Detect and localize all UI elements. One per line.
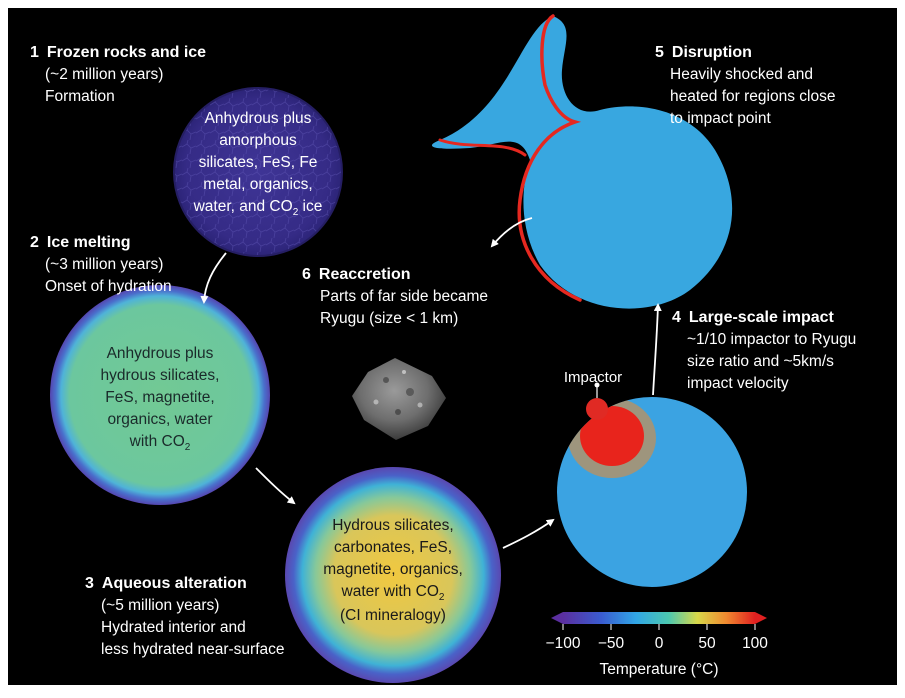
colorbar-tick-label: −100 (546, 635, 581, 652)
step1-label: 1 Frozen rocks and ice (~2 million years)… (30, 44, 206, 105)
step3-line: Hydrated interior and (101, 619, 246, 636)
step5-line: to impact point (670, 110, 771, 127)
colorbar-tick-label: −50 (598, 635, 625, 652)
arrow-2-to-3 (255, 467, 296, 505)
step3-line: less hydrated near-surface (101, 641, 285, 658)
stage3-composition-line: (CI mineralogy) (340, 607, 446, 624)
cycle-arrows (200, 217, 662, 549)
stage2-composition-line: FeS, magnetite, (105, 389, 214, 406)
step3-line: (~5 million years) (101, 597, 219, 614)
impactor-leader-dot (594, 382, 600, 388)
step4-line: impact velocity (687, 375, 789, 392)
step4-line: ~1/10 impactor to Ryugu (687, 331, 856, 348)
step1-line: (~2 million years) (45, 66, 163, 83)
stage3-sphere (285, 467, 501, 683)
stage2-composition-last: with CO2 (129, 433, 191, 453)
stage1-composition-line: silicates, FeS, Fe (199, 154, 318, 171)
stage1-composition-line: metal, organics, (203, 176, 312, 193)
colorbar-gradient (563, 612, 755, 624)
stage3-composition-line: Hydrous silicates, (332, 517, 453, 534)
step2-label: 2 Ice melting (~3 million years) Onset of… (30, 234, 172, 295)
arrow-5-to-6 (490, 217, 533, 248)
step6-line: Parts of far side became (320, 288, 488, 305)
colorbar-tick-labels: −100 −50 0 50 100 (546, 635, 769, 652)
step2-line: (~3 million years) (45, 256, 163, 273)
step2-title: 2 Ice melting (30, 234, 130, 251)
colorbar-high-cap (755, 612, 767, 624)
step6-label: 6 Reaccretion Parts of far side became Ry… (302, 266, 488, 327)
step5-label: 5 Disruption Heavily shocked and heated f… (655, 44, 835, 127)
stage1-composition-line: amorphous (219, 132, 297, 149)
stage3-composition-line: carbonates, FeS, (334, 539, 452, 556)
disruption-sphere (431, 14, 733, 309)
colorbar-ticks (562, 624, 756, 630)
stage3-composition-last: water with CO2 (341, 583, 445, 603)
colorbar-tick-label: 50 (698, 635, 716, 652)
step3-label: 3 Aqueous alteration (~5 million years) H… (85, 575, 285, 658)
step2-line: Onset of hydration (45, 278, 172, 295)
stage2-composition-line: Anhydrous plus (107, 345, 214, 362)
impact-sphere (557, 397, 747, 587)
step4-line: size ratio and ~5km/s (687, 353, 834, 370)
stage2-composition-line: hydrous silicates, (101, 367, 220, 384)
colorbar-low-cap (551, 612, 563, 624)
arrow-3-to-4 (502, 518, 555, 549)
step6-line: Ryugu (size < 1 km) (320, 310, 458, 327)
stage1-sphere (173, 87, 343, 257)
stage2-composition-line: organics, water (107, 411, 212, 428)
step5-line: Heavily shocked and (670, 66, 813, 83)
ryugu-asteroid-image (352, 358, 446, 440)
arrow-4-to-5 (652, 303, 662, 396)
step4-label: 4 Large-scale impact ~1/10 impactor to Ry… (672, 309, 856, 392)
stage3-composition-line: magnetite, organics, (323, 561, 463, 578)
step1-title: 1 Frozen rocks and ice (30, 44, 206, 61)
stage2-composition: Anhydrous plus hydrous silicates, FeS, m… (101, 345, 220, 453)
impactor-label: Impactor (564, 369, 622, 386)
colorbar-tick-label: 0 (655, 635, 664, 652)
step5-title: 5 Disruption (655, 44, 752, 61)
stage1-composition-line: Anhydrous plus (205, 110, 312, 127)
step1-line: Formation (45, 88, 115, 105)
impactor-body (586, 398, 608, 420)
stage1-composition: Anhydrous plus amorphous silicates, FeS,… (193, 110, 323, 218)
step4-title: 4 Large-scale impact (672, 309, 835, 326)
step6-title: 6 Reaccretion (302, 266, 411, 283)
step5-line: heated for regions close (670, 88, 835, 105)
step3-title: 3 Aqueous alteration (85, 575, 247, 592)
stage2-sphere (50, 285, 270, 505)
colorbar-title: Temperature (°C) (599, 661, 718, 678)
arrow-1-to-2 (200, 252, 227, 304)
stage3-composition: Hydrous silicates, carbonates, FeS, magn… (323, 517, 463, 624)
temperature-colorbar: −100 −50 0 50 100 Temperature (°C) (546, 612, 769, 678)
colorbar-tick-label: 100 (742, 635, 768, 652)
stage1-composition-last: water, and CO2 ice (193, 198, 323, 218)
